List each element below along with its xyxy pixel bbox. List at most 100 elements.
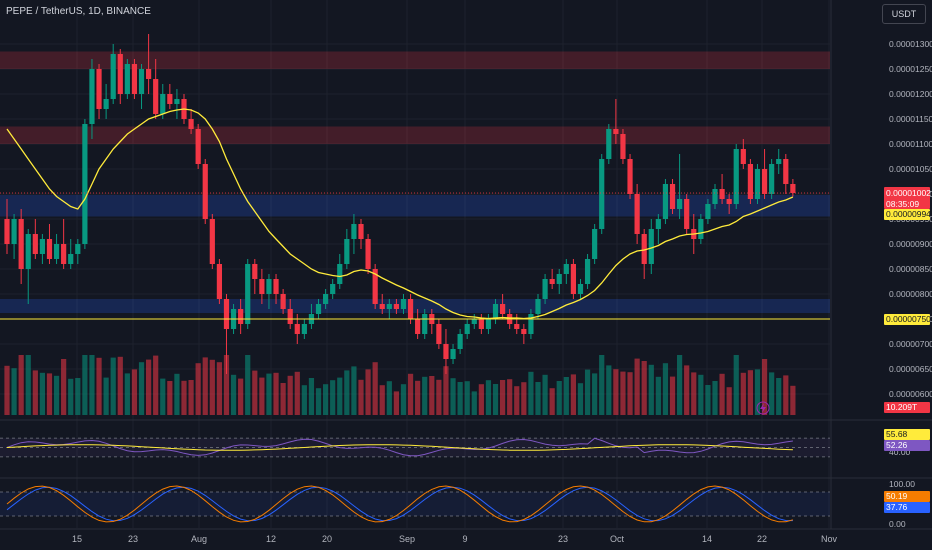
- candle-body: [422, 314, 428, 334]
- volume-bar: [25, 355, 31, 415]
- volume-bar: [273, 372, 279, 415]
- volume-bar: [570, 374, 576, 415]
- volume-bar: [4, 365, 10, 415]
- hline-value-badge: 0.00000750: [886, 314, 931, 324]
- volume-bar: [655, 376, 661, 415]
- rsi-ma-line: [6, 444, 793, 451]
- price-tick-label: 0.00001100: [889, 139, 932, 149]
- candle-body: [747, 164, 753, 199]
- volume-bar: [344, 370, 350, 415]
- volume-bar: [230, 374, 237, 415]
- candle-body: [315, 304, 322, 314]
- candle-body: [117, 54, 123, 94]
- candle-body: [223, 299, 230, 329]
- candle-body: [542, 279, 548, 299]
- volume-bar: [500, 380, 506, 415]
- candle-body: [4, 219, 10, 244]
- candle-body: [478, 319, 484, 329]
- candle-body: [82, 124, 88, 244]
- volume-badge-bg: [884, 402, 930, 413]
- candle-body: [761, 169, 768, 194]
- x-tick-label: 9: [462, 534, 467, 544]
- volume-bar: [662, 363, 669, 415]
- candle-body: [769, 164, 775, 194]
- volume-bar: [238, 378, 244, 415]
- x-tick-label: 14: [702, 534, 712, 544]
- volume-bar: [464, 381, 470, 415]
- resistance-zone: [0, 126, 830, 144]
- x-tick-label: Oct: [610, 534, 625, 544]
- volume-bar: [691, 372, 697, 415]
- volume-bar: [422, 376, 428, 415]
- volume-bar: [712, 381, 718, 415]
- volume-bar: [790, 385, 796, 415]
- volume-bar: [478, 384, 484, 415]
- candle-body: [577, 284, 584, 294]
- stoch-d-badge: 37.76: [886, 502, 908, 512]
- volume-bar: [698, 374, 704, 415]
- candle-body: [174, 99, 180, 104]
- candle-body: [273, 279, 279, 294]
- candle-body: [18, 219, 24, 269]
- volume-bar: [535, 382, 541, 415]
- candle-body: [146, 69, 152, 79]
- candle-body: [195, 129, 201, 164]
- currency-button[interactable]: USDT: [882, 4, 926, 24]
- volume-bar: [733, 355, 739, 415]
- candle-body: [68, 254, 74, 264]
- volume-bar: [223, 355, 230, 415]
- volume-bar: [769, 372, 775, 415]
- volume-bar: [202, 357, 208, 415]
- candle-body: [330, 284, 336, 294]
- volume-bar: [747, 370, 753, 415]
- candle-body: [634, 194, 640, 234]
- candle-body: [379, 304, 385, 309]
- volume-bar: [492, 384, 499, 415]
- candle-body: [535, 299, 541, 314]
- candle-body: [344, 239, 350, 264]
- candle-body: [266, 279, 272, 294]
- volume-bar: [181, 380, 187, 415]
- candle-body: [662, 184, 669, 219]
- candle-body: [372, 269, 378, 304]
- last-price-badge: 0.00001002: [886, 188, 931, 198]
- x-tick-label: 23: [558, 534, 568, 544]
- volume-bar: [407, 373, 414, 415]
- volume-bar: [436, 379, 442, 415]
- candle-body: [11, 219, 17, 244]
- price-tick-label: 0.00000700: [889, 339, 932, 349]
- price-tick-label: 0.00000650: [889, 364, 932, 374]
- volume-bar: [323, 384, 329, 415]
- rsi-line: [6, 437, 793, 457]
- volume-bar: [705, 385, 711, 415]
- candle-body: [167, 94, 173, 104]
- resistance-zone: [0, 51, 830, 69]
- volume-bar: [287, 375, 293, 415]
- volume-bar: [138, 362, 145, 415]
- candle-body: [563, 264, 569, 274]
- candle-body: [351, 224, 357, 239]
- volume-bar: [556, 381, 562, 415]
- lightning-icon: [756, 401, 770, 415]
- volume-bar: [634, 358, 640, 415]
- volume-bar: [740, 372, 746, 415]
- volume-bar: [542, 374, 548, 415]
- volume-bar: [308, 378, 315, 415]
- volume-bar: [96, 357, 102, 415]
- volume-bar: [131, 369, 138, 415]
- volume-bar: [209, 359, 215, 415]
- candle-body: [500, 304, 506, 314]
- volume-bar: [719, 373, 725, 415]
- volume-bar: [39, 372, 45, 415]
- candle-body: [790, 184, 796, 193]
- price-tick-label: 0.00000800: [889, 289, 932, 299]
- candle-body: [606, 129, 612, 159]
- volume-bar: [726, 387, 732, 415]
- support-zone: [0, 299, 830, 313]
- volume-bar: [18, 355, 24, 415]
- candle-body: [153, 79, 159, 114]
- volume-bar: [68, 378, 74, 415]
- volume-bar: [53, 375, 60, 415]
- volume-bar: [400, 384, 407, 415]
